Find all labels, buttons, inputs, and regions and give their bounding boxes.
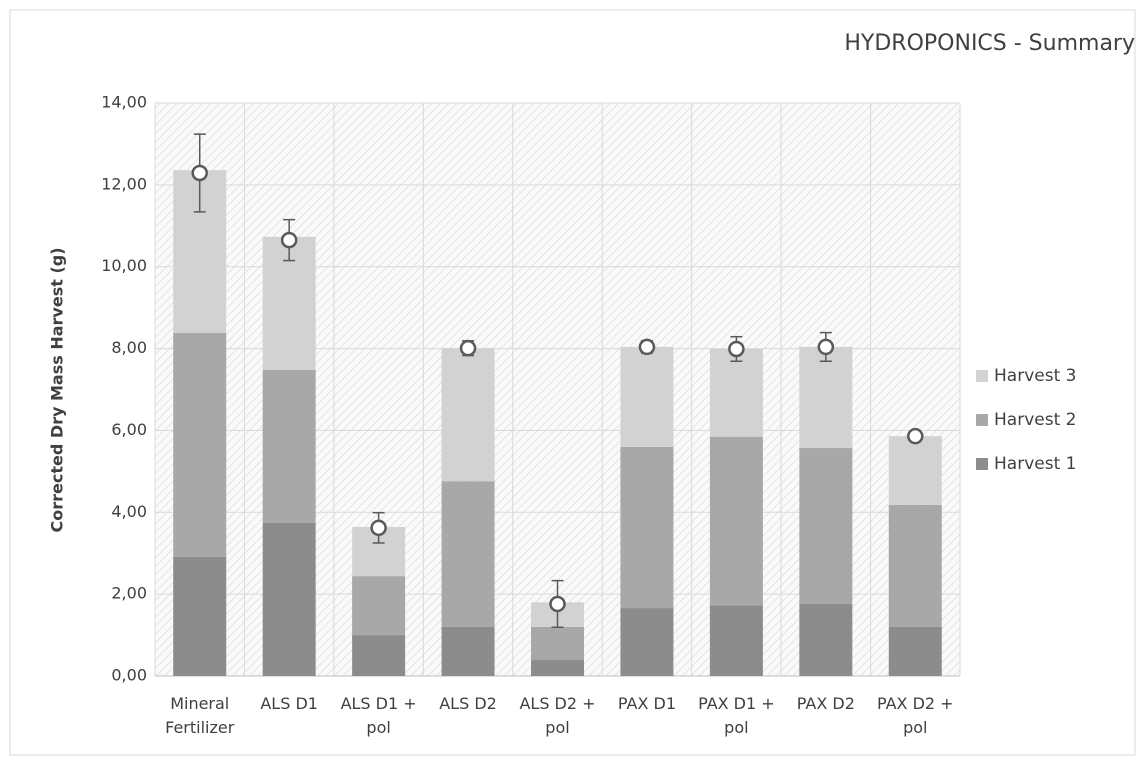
y-tick-label: 14,00 [101,93,147,112]
total-marker [280,231,298,249]
bar-segment [262,522,316,676]
y-tick-label: 4,00 [111,502,147,521]
bar-segment [620,608,674,676]
y-axis-label: Corrected Dry Mass Harvest (g) [48,247,67,532]
bar-segment [709,436,763,606]
x-tick-label: PAX D2 + pol [876,694,954,737]
x-tick-label: PAX D2 [796,694,855,713]
bar-segment [173,556,227,676]
legend-swatch [976,414,988,426]
total-marker [370,519,387,537]
total-marker [817,338,835,356]
bar-segment [441,626,495,676]
total-marker [728,340,745,358]
x-tick-label: ALS D2 [439,694,497,713]
chart-title: HYDROPONICS - Summary [844,31,1135,56]
legend-swatch [976,458,988,470]
bar-segment [531,626,584,661]
bar-segment [709,605,763,676]
total-marker [191,164,208,182]
bar-segment [441,348,495,482]
y-tick-label: 2,00 [111,584,147,603]
total-marker [907,427,924,445]
total-marker [638,338,656,356]
y-tick-label: 0,00 [111,666,147,685]
legend-label: Harvest 2 [994,410,1076,430]
x-tick-label: ALS D1 + pol [340,694,417,737]
y-tick-label: 6,00 [111,420,147,439]
bar-segment [620,346,674,447]
bar-segment [799,448,853,604]
y-tick-label: 10,00 [101,256,147,275]
bar-segment [888,436,942,505]
x-tick-label: ALS D2 + pol [519,694,596,737]
legend-label: Harvest 1 [994,454,1076,474]
legend-swatch [976,370,988,382]
x-tick-label: PAX D1 + pol [698,694,775,737]
total-marker [459,339,477,357]
bar-segment [262,369,316,523]
bar-segment [799,603,853,676]
bar-segment [620,446,674,609]
y-tick-label: 12,00 [101,174,147,193]
legend-label: Harvest 3 [994,366,1076,386]
bar-segment [173,333,227,557]
bar-segment [441,481,495,627]
x-tick-label: PAX D1 [617,694,676,713]
total-marker [549,595,566,613]
x-tick-label: Mineral Fertilizer [165,694,235,737]
y-tick-label: 8,00 [111,338,147,357]
bar-segment [352,576,406,636]
bar-segment [799,346,853,449]
bar-segment [531,660,584,676]
chart-border [9,9,1136,756]
bar-segment [709,348,763,437]
bar-segment [888,504,942,627]
x-tick-label: ALS D1 [260,694,318,713]
bar-segment [352,635,406,676]
bar-segment [888,626,942,676]
